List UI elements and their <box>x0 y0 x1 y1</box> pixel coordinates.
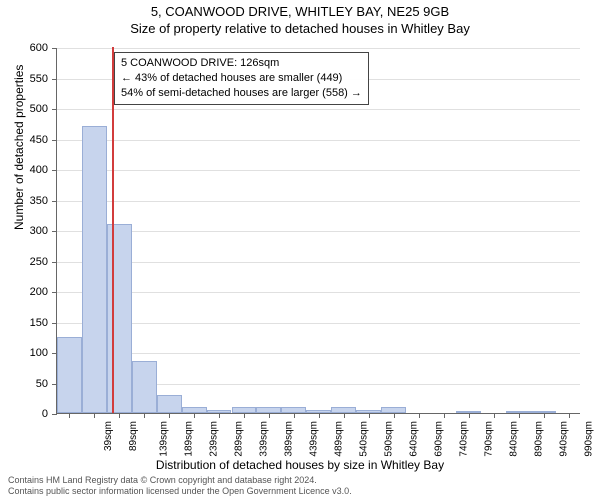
x-tick <box>294 413 295 418</box>
y-tick-label: 150 <box>18 317 48 329</box>
histogram-bar <box>132 361 157 413</box>
x-tick-label: 39sqm <box>103 421 114 451</box>
x-tick-label: 940sqm <box>558 421 569 457</box>
gridline <box>57 48 580 49</box>
x-tick <box>494 413 495 418</box>
y-tick <box>52 231 57 232</box>
x-tick-label: 990sqm <box>583 421 594 457</box>
gridline <box>57 292 580 293</box>
y-tick-label: 600 <box>18 42 48 54</box>
gridline <box>57 353 580 354</box>
x-tick-label: 289sqm <box>234 421 245 457</box>
y-tick <box>52 140 57 141</box>
x-tick-label: 439sqm <box>308 421 319 457</box>
y-tick-label: 350 <box>18 195 48 207</box>
chart-area: 05010015020025030035040045050055060039sq… <box>56 48 580 414</box>
y-tick <box>52 48 57 49</box>
x-tick-label: 239sqm <box>209 421 220 457</box>
page-subtitle: Size of property relative to detached ho… <box>0 21 600 36</box>
x-tick <box>269 413 270 418</box>
x-tick <box>369 413 370 418</box>
footer: Contains HM Land Registry data © Crown c… <box>8 475 352 497</box>
x-tick <box>394 413 395 418</box>
x-tick <box>94 413 95 418</box>
gridline <box>57 201 580 202</box>
histogram-bar <box>57 337 82 413</box>
y-tick <box>52 201 57 202</box>
footer-line-2: Contains public sector information licen… <box>8 486 352 497</box>
x-tick <box>244 413 245 418</box>
x-tick <box>569 413 570 418</box>
x-tick <box>519 413 520 418</box>
annotation-line-2: ← 43% of detached houses are smaller (44… <box>121 71 362 86</box>
x-tick-label: 890sqm <box>533 421 544 457</box>
gridline <box>57 231 580 232</box>
y-tick-label: 200 <box>18 286 48 298</box>
x-tick <box>344 413 345 418</box>
y-tick-label: 50 <box>18 378 48 390</box>
x-tick-label: 590sqm <box>384 421 395 457</box>
x-tick-label: 139sqm <box>159 421 170 457</box>
y-tick-label: 450 <box>18 134 48 146</box>
y-tick <box>52 79 57 80</box>
x-tick-label: 690sqm <box>434 421 445 457</box>
y-tick <box>52 109 57 110</box>
gridline <box>57 170 580 171</box>
x-tick-label: 89sqm <box>128 421 139 451</box>
histogram-bar <box>82 126 107 413</box>
x-tick-label: 189sqm <box>184 421 195 457</box>
x-tick <box>169 413 170 418</box>
y-tick-label: 250 <box>18 256 48 268</box>
x-tick <box>144 413 145 418</box>
histogram-bar <box>157 395 182 413</box>
footer-line-1: Contains HM Land Registry data © Crown c… <box>8 475 352 486</box>
gridline <box>57 109 580 110</box>
x-tick-label: 339sqm <box>259 421 270 457</box>
x-tick <box>319 413 320 418</box>
y-tick-label: 100 <box>18 347 48 359</box>
x-tick-label: 389sqm <box>284 421 295 457</box>
x-tick-label: 790sqm <box>483 421 494 457</box>
y-tick-label: 300 <box>18 225 48 237</box>
x-tick-label: 840sqm <box>508 421 519 457</box>
y-tick-label: 0 <box>18 408 48 420</box>
y-tick-label: 500 <box>18 103 48 115</box>
gridline <box>57 140 580 141</box>
x-tick <box>469 413 470 418</box>
y-tick <box>52 292 57 293</box>
x-tick <box>194 413 195 418</box>
annotation-box: 5 COANWOOD DRIVE: 126sqm ← 43% of detach… <box>114 52 369 105</box>
x-tick <box>419 413 420 418</box>
x-tick <box>119 413 120 418</box>
x-tick <box>544 413 545 418</box>
annotation-line-3: 54% of semi-detached houses are larger (… <box>121 86 362 101</box>
gridline <box>57 262 580 263</box>
x-tick-label: 489sqm <box>333 421 344 457</box>
x-tick-label: 540sqm <box>359 421 370 457</box>
annotation-line-1: 5 COANWOOD DRIVE: 126sqm <box>121 56 362 71</box>
y-tick <box>52 323 57 324</box>
x-axis-label: Distribution of detached houses by size … <box>0 458 600 472</box>
y-tick <box>52 170 57 171</box>
histogram-bar <box>107 224 132 413</box>
gridline <box>57 323 580 324</box>
x-tick-label: 740sqm <box>459 421 470 457</box>
y-tick-label: 400 <box>18 164 48 176</box>
x-tick <box>69 413 70 418</box>
page-address: 5, COANWOOD DRIVE, WHITLEY BAY, NE25 9GB <box>0 4 600 19</box>
x-tick-label: 640sqm <box>409 421 420 457</box>
x-tick <box>219 413 220 418</box>
y-tick <box>52 262 57 263</box>
y-tick-label: 550 <box>18 73 48 85</box>
y-tick <box>52 414 57 415</box>
x-tick <box>444 413 445 418</box>
